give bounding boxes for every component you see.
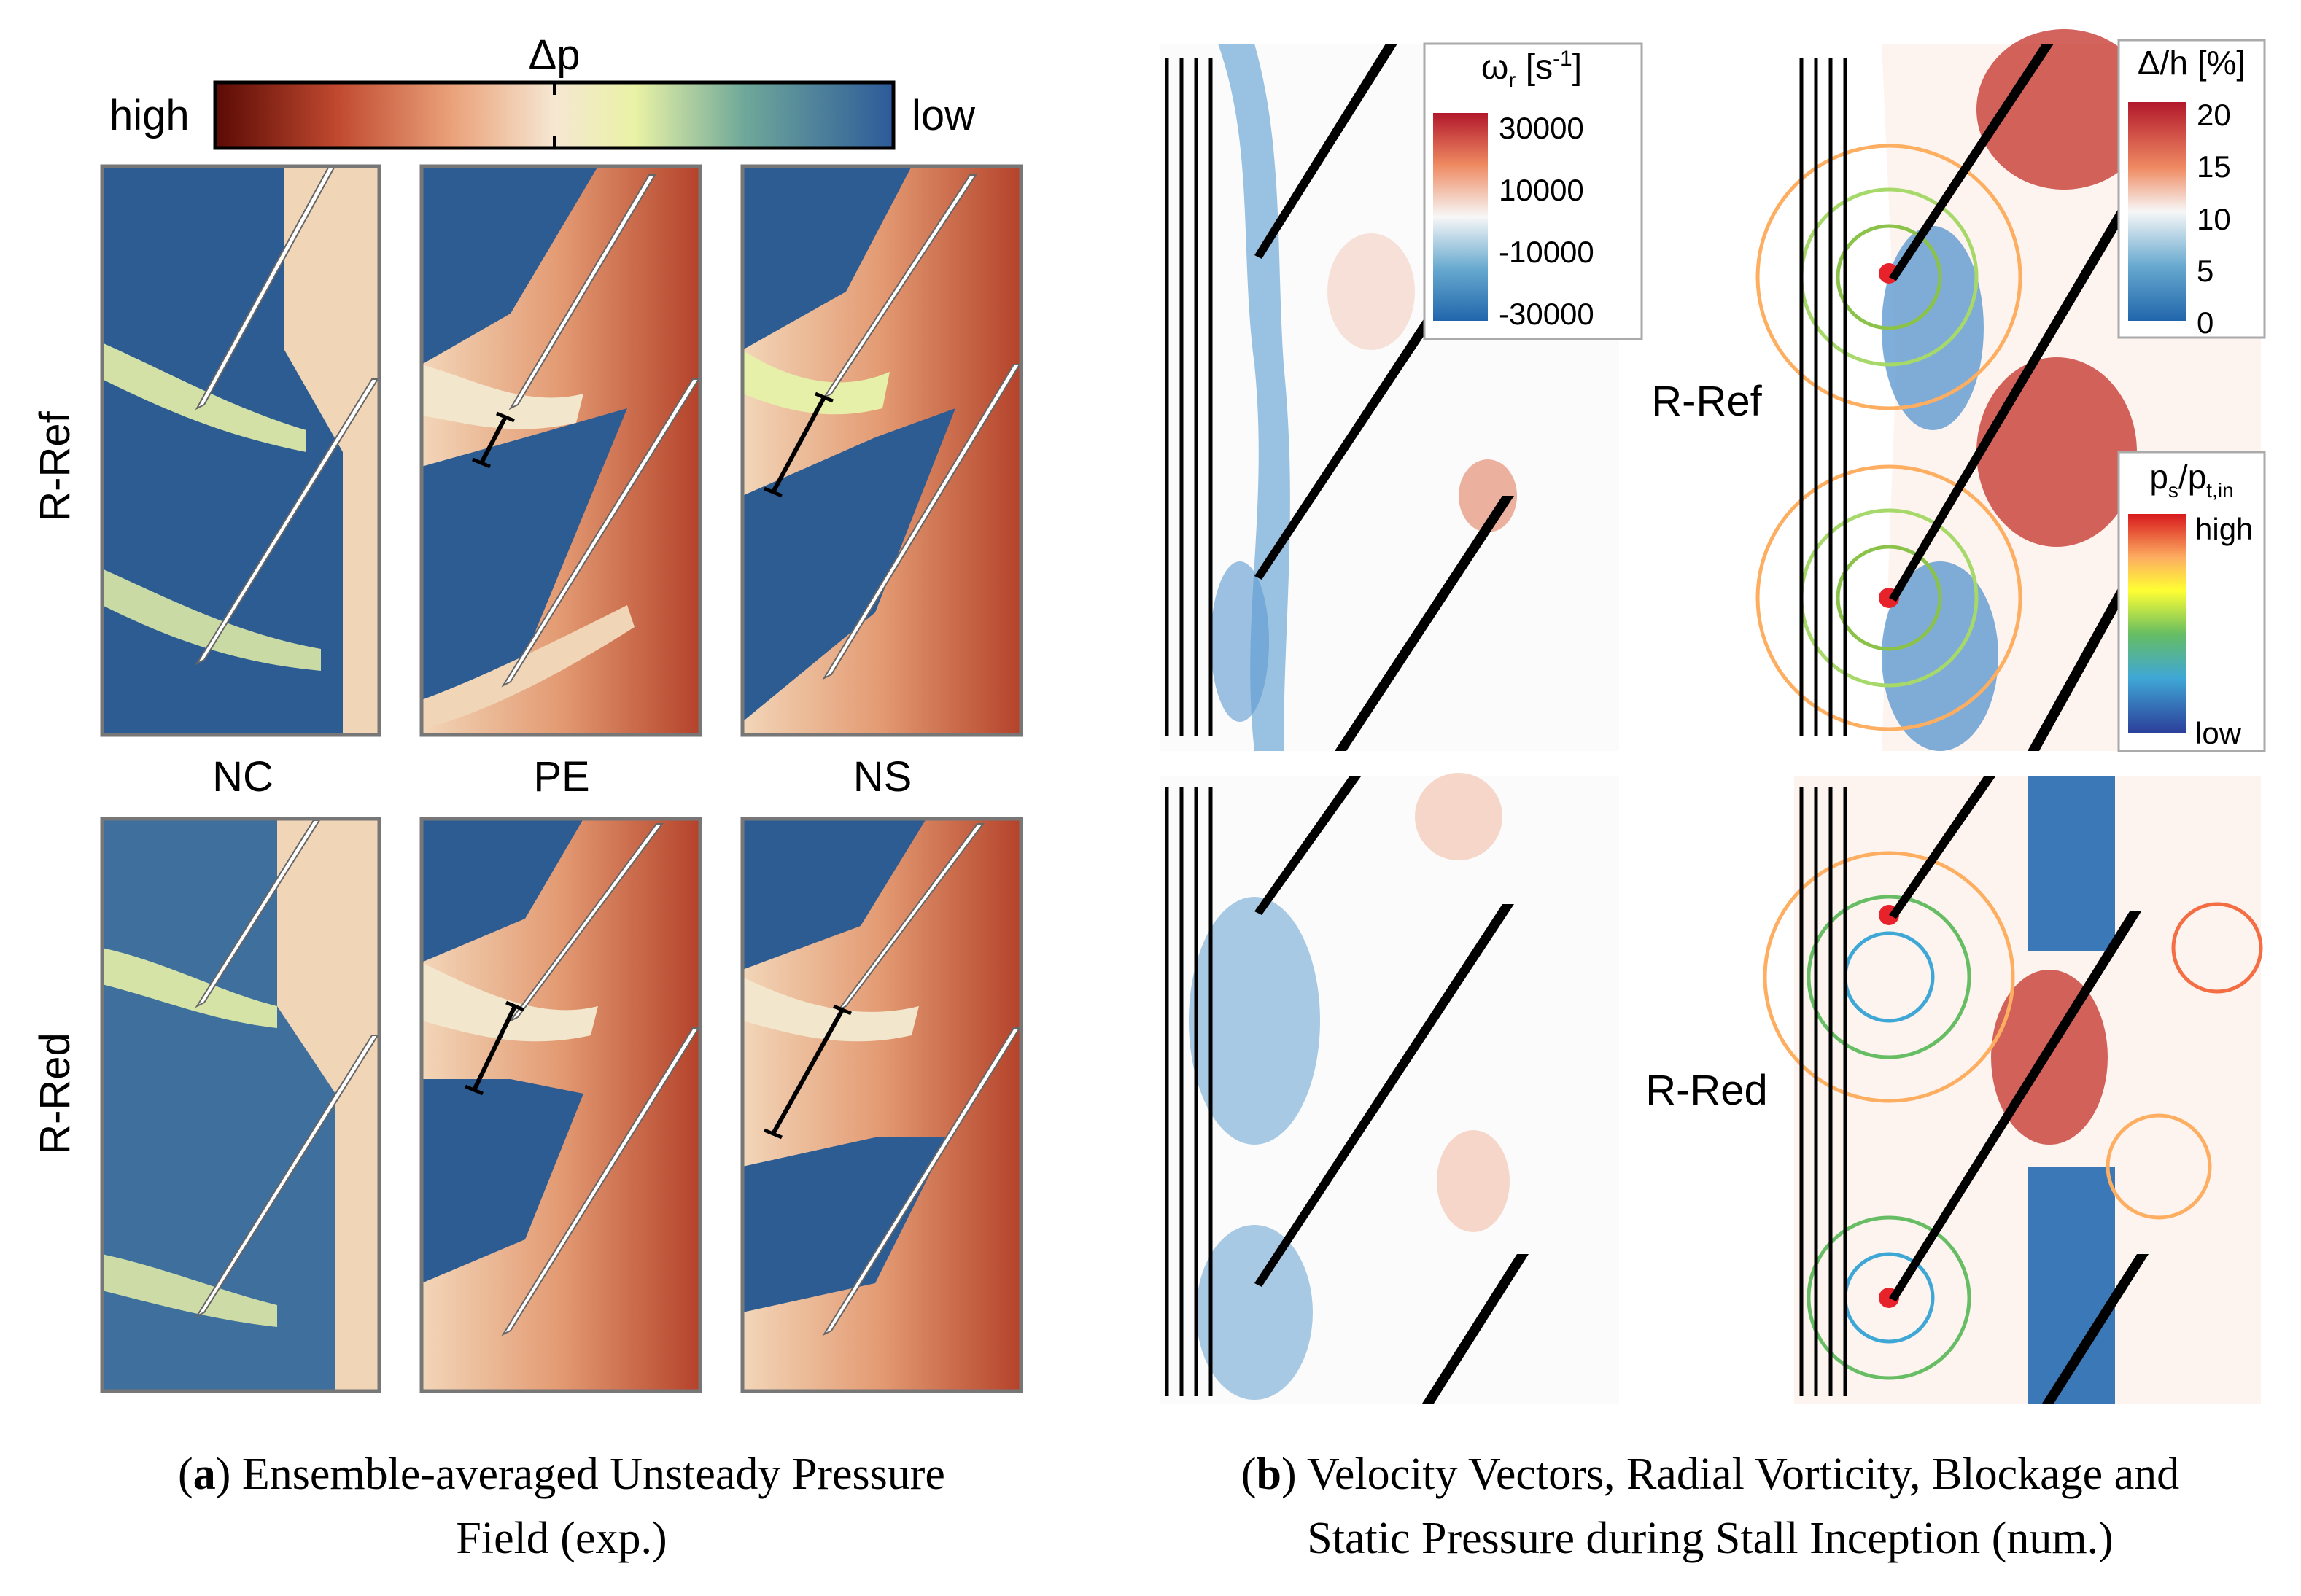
panel-a: Δp high low R-Ref R-Red NC PE NS bbox=[31, 31, 1023, 1563]
pressure-legend-bar bbox=[2128, 514, 2186, 733]
blockage-legend-bar bbox=[2128, 102, 2186, 321]
panel-a-col-label-pe: PE bbox=[533, 753, 589, 801]
tile-ref-ns bbox=[740, 164, 1023, 737]
tile-ref-nc bbox=[100, 164, 381, 737]
panel-b-caption-line2: Static Pressure during Stall Inception (… bbox=[1307, 1514, 2113, 1563]
tile-ref-pe bbox=[419, 164, 702, 737]
dp-colorbar-low-label: low bbox=[912, 92, 976, 139]
blockage-tick-5: 5 bbox=[2197, 254, 2213, 288]
pressure-legend: ps/pt,in high low bbox=[2117, 451, 2266, 752]
panel-a-row-label-red: R-Red bbox=[31, 1032, 79, 1155]
panel-b-row-label-ref: R-Ref bbox=[1651, 378, 1762, 425]
blockage-tick-10: 10 bbox=[2197, 202, 2231, 236]
vorticity-legend: ωr [s-1] 30000 10000 -10000 -30000 bbox=[1423, 42, 1643, 340]
pressure-legend-high: high bbox=[2195, 512, 2253, 546]
vorticity-tick-10000: 10000 bbox=[1499, 173, 1584, 207]
panel-a-row-label-ref: R-Ref bbox=[31, 410, 79, 521]
panel-a-caption-line1: (a) Ensemble-averaged Unsteady Pressure bbox=[178, 1449, 945, 1499]
panel-b-row-label-red: R-Red bbox=[1645, 1067, 1768, 1114]
panel-b-caption-line1: (b) Velocity Vectors, Radial Vorticity, … bbox=[1241, 1449, 2179, 1499]
panel-a-col-label-nc: NC bbox=[212, 753, 273, 801]
dp-colorbar-title: Δp bbox=[529, 31, 581, 79]
dp-colorbar-high-label: high bbox=[109, 92, 190, 139]
vorticity-field-red bbox=[1160, 773, 1619, 1404]
vorticity-tick-30000: 30000 bbox=[1499, 111, 1584, 145]
panel-b: ωr [s-1] 30000 10000 -10000 -30000 bbox=[1160, 29, 2266, 1563]
vorticity-tick-neg30000: -30000 bbox=[1499, 297, 1594, 331]
blockage-legend: Δ/h [%] 20 15 10 5 0 bbox=[2117, 39, 2266, 340]
tile-red-ns bbox=[740, 817, 1023, 1393]
panel-a-col-label-ns: NS bbox=[853, 753, 912, 801]
pressure-legend-low: low bbox=[2195, 716, 2242, 750]
blockage-tick-15: 15 bbox=[2197, 149, 2231, 184]
vorticity-legend-title: ωr [s-1] bbox=[1481, 47, 1582, 93]
tile-red-nc bbox=[100, 817, 381, 1393]
tile-red-pe bbox=[419, 817, 702, 1393]
vorticity-tick-neg10000: -10000 bbox=[1499, 235, 1594, 269]
blockage-tick-20: 20 bbox=[2197, 98, 2231, 132]
vectors-ref-left bbox=[1165, 58, 1213, 736]
pressure-legend-title: ps/pt,in bbox=[2149, 458, 2233, 502]
dp-colorbar: Δp high low bbox=[109, 31, 976, 150]
panel-a-caption-line2: Field (exp.) bbox=[456, 1514, 667, 1563]
vorticity-legend-bar bbox=[1433, 113, 1488, 321]
blockage-tick-0: 0 bbox=[2197, 305, 2213, 340]
blockage-legend-title: Δ/h [%] bbox=[2138, 44, 2246, 82]
blockage-field-red bbox=[1763, 776, 2263, 1404]
